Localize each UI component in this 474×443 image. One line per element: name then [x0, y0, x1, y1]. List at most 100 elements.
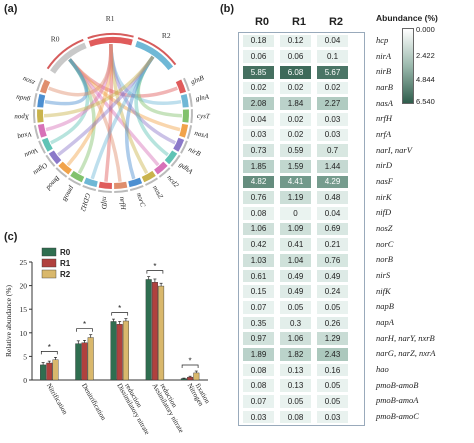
bar-chart: * * * * * 0 5 10 15 20 25 Relative abundance (%) Ni…	[4, 247, 212, 436]
chord-segment	[173, 137, 185, 152]
y-tick-label: 25	[20, 258, 28, 267]
chord-segment	[182, 109, 189, 123]
heatmap-cell: 0.03	[243, 128, 274, 142]
chord-link	[50, 58, 89, 145]
heatmap-cell: 0.02	[243, 81, 274, 95]
heatmap-row-label: nirK	[376, 191, 392, 202]
chord-segment-track	[170, 154, 181, 167]
bar	[187, 376, 194, 381]
chord-segment-track	[82, 185, 97, 192]
chord-gene-label: zsou	[21, 75, 37, 87]
chord-segment-track	[45, 154, 56, 167]
chord-segment	[58, 161, 72, 175]
heatmap-cell: 0.49	[317, 269, 348, 283]
heatmap-cell: 0.3	[280, 316, 311, 330]
chord-link	[124, 55, 155, 180]
heatmap-cell: 0.05	[317, 379, 348, 393]
heatmap-cell: 0.13	[280, 379, 311, 393]
chord-link	[68, 58, 96, 175]
heatmap-cell: 1.04	[280, 254, 311, 267]
legend-swatch	[41, 258, 57, 268]
chord-segment-track	[36, 77, 43, 92]
significance-mark: *	[83, 320, 86, 329]
heatmap-cell: 0.35	[243, 316, 274, 330]
chord-gene-label: nosZ	[151, 184, 165, 200]
heatmap-row-label: nirD	[376, 160, 393, 171]
heatmap-row-label: nirA	[376, 50, 392, 61]
heatmap-cell: 0.05	[317, 301, 348, 314]
y-tick-label: 10	[20, 329, 28, 338]
chord-segment	[40, 79, 51, 94]
y-tick-label: 0	[23, 376, 27, 385]
chord-sample-segment	[135, 40, 174, 71]
heatmap-row-label: hao	[376, 364, 389, 375]
significance-mark: *	[48, 343, 51, 352]
heatmap-row-label: nrfH	[376, 113, 393, 124]
heatmap-cell: 0.48	[317, 191, 348, 204]
heatmap-row-label: napB	[376, 301, 394, 312]
bar	[193, 372, 200, 381]
bar	[180, 378, 187, 381]
heatmap-cell: 0.16	[317, 363, 348, 377]
chord-link	[68, 58, 122, 182]
heatmap-cell: 4.41	[280, 175, 311, 189]
chord-link	[109, 43, 176, 145]
significance-mark: *	[189, 357, 192, 366]
heatmap-cell: 0.02	[280, 128, 311, 142]
heatmap-cell: 0	[280, 206, 311, 220]
heatmap-cell: 1.29	[317, 332, 348, 346]
chord-segment	[83, 177, 98, 188]
legend-swatch	[41, 247, 57, 257]
heatmap-cell: 0.03	[243, 410, 274, 424]
chord-gene-label: nifD	[100, 196, 109, 209]
chord-segment-track	[38, 140, 46, 154]
chord-gene-label: Oguu	[31, 161, 49, 177]
heatmap-row-label: nirS	[376, 270, 391, 281]
colorbar-tick: 4.844	[416, 75, 435, 84]
legend-label: R0	[60, 248, 71, 257]
heatmap-row-label: pmoB-amoC	[376, 411, 419, 422]
chord-gene-label: GDH2	[78, 192, 91, 213]
heatmap-row-label: narG, narZ, nxrA	[376, 348, 436, 359]
bar-chart-bars: * * * * *	[40, 262, 200, 381]
significance-bracket	[40, 350, 58, 355]
heatmap-cell: 0.03	[317, 112, 348, 126]
chord-segment-track	[186, 125, 193, 139]
chord-segment	[114, 181, 128, 189]
heatmap-cell: 0.07	[243, 301, 274, 314]
chord-segment-track	[114, 189, 129, 193]
chord-segment-track	[188, 93, 193, 107]
heatmap-cell: 0.05	[317, 395, 348, 408]
heatmap-cell: 0.49	[280, 269, 311, 283]
bar	[122, 320, 129, 381]
chord-gene-label: norC	[135, 192, 147, 208]
legend-swatch	[41, 269, 57, 279]
heatmap-row-label: nasF	[376, 175, 393, 186]
heatmap-cell: 0.03	[317, 410, 348, 424]
chord-sample-track	[46, 38, 84, 70]
heatmap-cell: 2.08	[243, 97, 274, 110]
bar	[110, 321, 117, 381]
chord-link	[136, 55, 183, 118]
colorbar-tick: 2.422	[416, 51, 435, 60]
heatmap-cell: 0.13	[280, 363, 311, 377]
chord-gene-label: nasA	[194, 129, 210, 140]
chord-links	[43, 43, 183, 182]
x-category-label: Denitrification	[80, 382, 108, 422]
chord-gene-label: glnB	[190, 74, 206, 86]
heatmap-cell: 0.04	[243, 112, 274, 126]
heatmap-cell: 0.03	[317, 128, 348, 142]
chord-segment-track	[158, 167, 171, 178]
chord-segment	[175, 79, 186, 94]
heatmap-cell: 0.76	[243, 191, 274, 204]
heatmap-cell: 6.08	[280, 65, 311, 79]
chord-link	[68, 58, 181, 132]
bar	[151, 282, 158, 381]
heatmap-cell: 0.05	[280, 395, 311, 408]
significance-bracket	[146, 270, 164, 274]
heatmap-cell: 0.26	[317, 316, 348, 330]
chord-sample-track	[137, 37, 177, 66]
heatmap-cell: 1.06	[280, 332, 311, 346]
heatmap-cell: 4.29	[317, 175, 348, 189]
